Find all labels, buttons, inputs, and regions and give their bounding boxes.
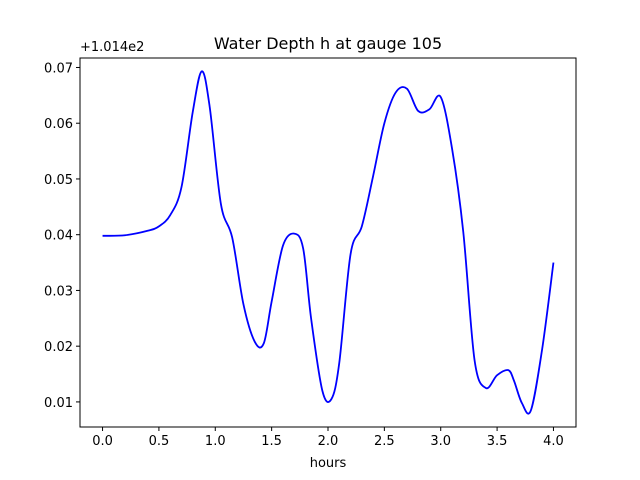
y-tick-label: 0.05	[44, 173, 73, 188]
x-tick-label: 4.0	[543, 434, 564, 449]
x-tick-label: 2.5	[374, 434, 395, 449]
x-tick-label: 1.0	[205, 434, 226, 449]
x-tick-label: 0.5	[149, 434, 170, 449]
axis-ticks: 0.0 0.5 1.0 1.5 2.0 2.5 3.0 3.5 4.0 0.01 0.02 0.03 0…	[44, 61, 564, 449]
y-tick-label: 0.02	[44, 340, 73, 355]
x-tick-label: 2.0	[318, 434, 339, 449]
y-axis-offset-label: +1.014e2	[80, 40, 144, 55]
y-tick-label: 0.01	[44, 396, 73, 411]
y-tick-label: 0.04	[44, 229, 73, 244]
x-axis-label: hours	[310, 456, 347, 471]
y-tick-label: 0.06	[44, 117, 73, 132]
x-tick-label: 3.0	[430, 434, 451, 449]
y-tick-label: 0.07	[44, 61, 73, 76]
y-tick-label: 0.03	[44, 284, 73, 299]
plot-area-frame	[79, 57, 577, 428]
x-tick-label: 1.5	[261, 434, 282, 449]
chart-title: Water Depth h at gauge 105	[214, 34, 442, 53]
x-tick-label: 3.5	[487, 434, 508, 449]
x-tick-label: 0.0	[92, 434, 113, 449]
series-line	[102, 70, 555, 415]
